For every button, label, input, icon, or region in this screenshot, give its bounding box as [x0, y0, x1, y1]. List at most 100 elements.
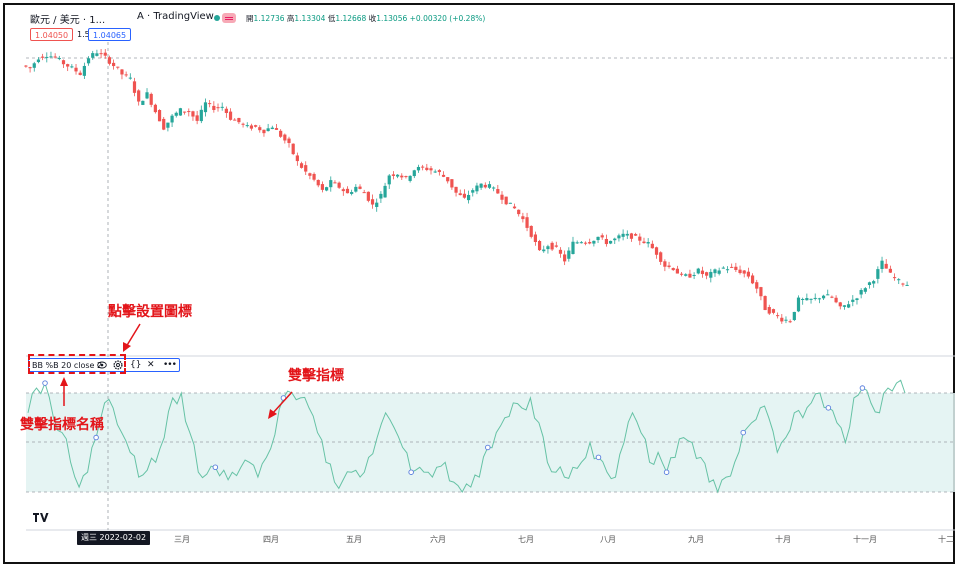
candle-body — [884, 263, 888, 269]
change-value: +0.00320 (+0.28%) — [409, 14, 486, 23]
data-source: A · TradingView — [137, 11, 214, 22]
candle-body — [842, 305, 847, 307]
candle-body — [437, 170, 441, 173]
candle-body — [634, 234, 638, 236]
bb-band-fill — [26, 393, 955, 492]
candle-body — [479, 183, 483, 188]
month-label-dec: 十二 — [938, 535, 954, 544]
candle-body — [74, 67, 78, 72]
open-value: 1.12736 — [253, 14, 285, 23]
open-label: 開 — [246, 14, 254, 23]
candle-body — [684, 274, 688, 276]
candle-body — [621, 233, 625, 237]
candle-body — [863, 288, 867, 292]
buy-price-button[interactable]: 1.04065 — [88, 28, 132, 41]
symbol-name[interactable]: 歐元 / 美元 · 1... — [30, 15, 106, 26]
candle-body — [571, 241, 575, 254]
candle-body — [709, 271, 713, 278]
candle-body — [400, 175, 404, 178]
annotation-click-settings: 點擊設置圖標 — [108, 304, 192, 320]
candle-body — [458, 193, 462, 196]
candle-body — [283, 134, 287, 141]
candle-body — [354, 186, 358, 192]
candle-body — [149, 93, 153, 105]
candle-body — [157, 110, 162, 122]
candle-body — [299, 163, 304, 168]
candle-body — [237, 117, 241, 123]
pct-b-marker — [42, 380, 48, 386]
indicator-name[interactable]: BB %B 20 close 2 — [32, 361, 103, 370]
code-icon[interactable]: {} — [130, 360, 142, 370]
candle-body — [462, 193, 467, 198]
candle-body — [91, 53, 95, 58]
candle-body — [350, 192, 354, 194]
tradingview-logo-icon[interactable] — [33, 513, 49, 523]
candle-body — [183, 111, 187, 113]
pct-b-marker — [859, 385, 866, 391]
candle-body — [421, 166, 425, 168]
candle-body — [583, 242, 588, 244]
candle-body — [99, 53, 103, 55]
candle-body — [228, 111, 233, 120]
candle-body — [308, 173, 312, 176]
gear-icon[interactable] — [113, 360, 123, 370]
candle-body — [249, 125, 254, 129]
market-status-badge-icon — [222, 13, 236, 23]
pct-b-marker — [212, 464, 219, 471]
candle-body — [667, 265, 671, 267]
more-icon[interactable]: ••• — [163, 360, 177, 370]
candle-body — [688, 273, 692, 278]
candle-body — [441, 174, 446, 177]
candle-body — [358, 186, 362, 189]
candle-body — [112, 62, 116, 67]
candle-body — [137, 90, 141, 102]
month-label-jul: 七月 — [518, 535, 534, 544]
candle-body — [713, 269, 717, 274]
candle-body — [554, 245, 558, 247]
candle-body — [287, 138, 291, 143]
candle-body — [224, 108, 228, 114]
candle-body — [567, 250, 571, 259]
close-value: 1.13056 — [376, 14, 408, 23]
month-label-oct: 十月 — [775, 535, 791, 544]
candle-body — [650, 243, 654, 249]
candle-body — [454, 186, 458, 193]
pct-b-line[interactable] — [27, 379, 906, 494]
candle-body — [876, 269, 880, 279]
candle-body — [446, 177, 450, 182]
candle-body — [826, 294, 830, 296]
candle-body — [475, 185, 479, 192]
candle-body — [387, 175, 391, 185]
candle-body — [408, 175, 412, 181]
candle-body — [316, 179, 320, 186]
month-label-aug: 八月 — [600, 535, 616, 544]
candle-body — [345, 188, 350, 194]
candle-body — [654, 247, 659, 255]
market-open-dot-icon — [214, 15, 220, 21]
crosshair-date-label: 週三 2022-02-02 — [77, 531, 151, 545]
candle-body — [132, 81, 137, 93]
candle-body — [759, 287, 763, 297]
close-icon[interactable]: ✕ — [147, 360, 155, 370]
candle-body — [141, 100, 145, 105]
candle-body — [103, 52, 107, 56]
candle-body — [792, 311, 796, 321]
candle-body — [304, 165, 308, 172]
candle-body — [550, 242, 554, 250]
candle-body — [466, 194, 471, 201]
indicator-legend[interactable]: BB %B 20 close 2 {} ✕ ••• — [28, 358, 180, 372]
candle-body — [295, 155, 299, 162]
candle-body — [675, 268, 679, 274]
eye-icon[interactable] — [97, 360, 107, 370]
close-label: 收 — [368, 14, 377, 23]
pct-b-marker — [595, 454, 602, 461]
annotation-arrows — [60, 323, 293, 419]
candle-body — [717, 270, 721, 274]
market-status[interactable] — [214, 13, 238, 23]
candle-body — [771, 309, 776, 313]
high-value: 1.13304 — [294, 14, 326, 23]
candle-body — [892, 277, 897, 279]
candle-body — [533, 234, 538, 243]
sell-price-button[interactable]: 1.04050 — [30, 28, 74, 41]
